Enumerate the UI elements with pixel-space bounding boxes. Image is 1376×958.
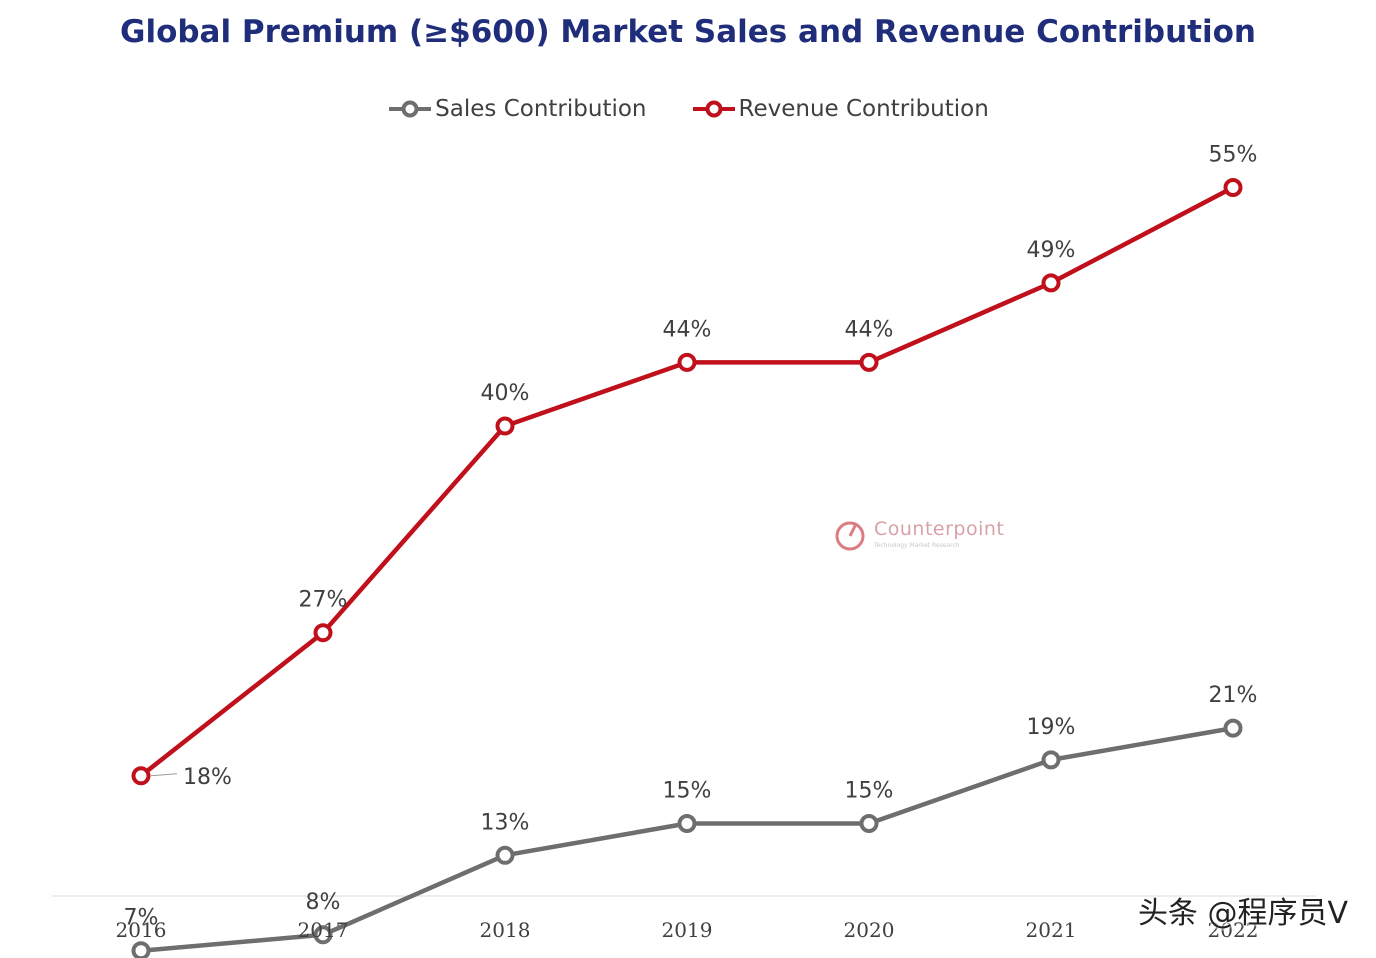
x-tick-label-2016: 2016 bbox=[116, 918, 167, 942]
data-label-sales-contribution-2021: 19% bbox=[1027, 715, 1076, 740]
label-leader-line bbox=[150, 773, 178, 777]
data-label-sales-contribution-2020: 15% bbox=[845, 779, 894, 804]
data-point-sales-contribution-2021 bbox=[1041, 750, 1061, 770]
data-point-revenue-contribution-2022 bbox=[1223, 178, 1243, 197]
counterpoint-logo-icon bbox=[835, 521, 865, 551]
data-point-sales-contribution-2020 bbox=[859, 814, 879, 833]
series-layer: 7% 8% 13% 15% 15% 19% 21% 18% 27% 40% 44% 44% 49% 55% bbox=[124, 143, 1258, 958]
x-tick-layer: 2016 2017 2018 2019 2020 2021 2022 bbox=[116, 918, 1259, 942]
x-tick-label-2017: 2017 bbox=[298, 918, 349, 942]
data-point-sales-contribution-2022 bbox=[1223, 718, 1243, 738]
data-point-sales-contribution-2018 bbox=[495, 845, 515, 865]
data-point-sales-contribution-2017 bbox=[313, 925, 333, 945]
data-label-sales-contribution-2017: 8% bbox=[306, 890, 341, 915]
data-point-revenue-contribution-2020 bbox=[859, 352, 879, 372]
data-label-revenue-contribution-2019: 44% bbox=[663, 317, 712, 342]
data-label-revenue-contribution-2020: 44% bbox=[845, 317, 894, 342]
overlay-credit-text: 头条 @程序员V bbox=[1137, 896, 1348, 931]
data-label-sales-contribution-2019: 15% bbox=[663, 779, 712, 804]
legend-item-revenue: Revenue Contribution bbox=[691, 96, 989, 122]
x-tick-label-2022: 2022 bbox=[1208, 918, 1259, 942]
data-label-revenue-contribution-2017: 27% bbox=[299, 588, 348, 613]
legend-label-revenue: Revenue Contribution bbox=[738, 96, 989, 122]
series-line-revenue-contribution bbox=[139, 185, 1235, 778]
data-point-revenue-contribution-2021 bbox=[1041, 273, 1061, 293]
x-tick-label-2018: 2018 bbox=[480, 918, 531, 942]
data-label-sales-contribution-2022: 21% bbox=[1209, 683, 1258, 708]
data-point-sales-contribution-2016 bbox=[131, 941, 151, 958]
x-tick-label-2019: 2019 bbox=[662, 918, 713, 942]
data-label-sales-contribution-2018: 13% bbox=[481, 810, 530, 835]
watermark-brand: Counterpoint bbox=[874, 518, 1005, 540]
data-point-revenue-contribution-2018 bbox=[495, 416, 515, 436]
chart-title: Global Premium (≥$600) Market Sales and … bbox=[120, 14, 1256, 50]
data-point-revenue-contribution-2016 bbox=[131, 766, 151, 786]
x-tick-label-2020: 2020 bbox=[844, 918, 895, 942]
legend: Sales Contribution Revenue Contribution bbox=[0, 96, 1376, 122]
data-point-revenue-contribution-2019 bbox=[677, 352, 697, 372]
data-point-sales-contribution-2019 bbox=[677, 814, 697, 833]
data-label-revenue-contribution-2016: 18% bbox=[183, 765, 232, 790]
x-tick-label-2021: 2021 bbox=[1026, 918, 1077, 942]
watermark-tagline: Technology Market Research bbox=[874, 542, 960, 549]
data-label-revenue-contribution-2021: 49% bbox=[1027, 238, 1076, 263]
legend-label-sales: Sales Contribution bbox=[435, 96, 647, 122]
legend-item-sales: Sales Contribution bbox=[387, 96, 647, 122]
data-label-revenue-contribution-2018: 40% bbox=[481, 381, 530, 406]
data-label-sales-contribution-2016: 7% bbox=[124, 906, 159, 931]
data-point-revenue-contribution-2017 bbox=[313, 623, 333, 643]
data-label-revenue-contribution-2022: 55% bbox=[1209, 143, 1258, 168]
counterpoint-watermark: Counterpoint Technology Market Research bbox=[834, 518, 1004, 552]
legend-marker-sales bbox=[389, 100, 432, 118]
legend-marker-revenue bbox=[692, 100, 735, 118]
